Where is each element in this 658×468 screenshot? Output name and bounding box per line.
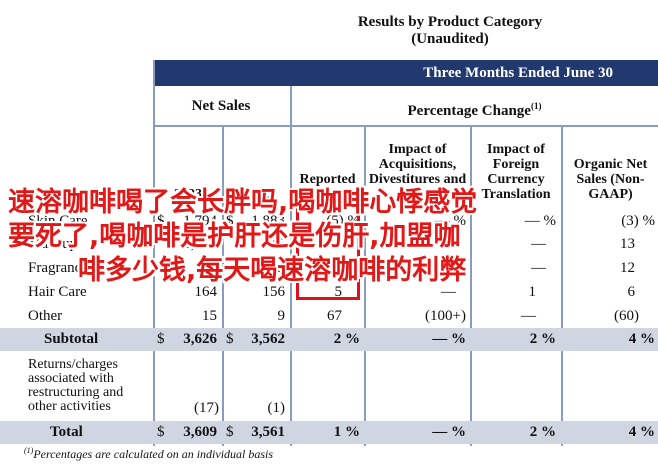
currency-impact: — (531, 236, 546, 252)
overlay-line-1: 速溶咖啡喝了会长胖吗,喝咖啡心悸感觉 (8, 187, 478, 218)
row-label: Fragrance (28, 260, 88, 276)
total-organic: 4 % (628, 424, 655, 440)
net-sales-header: Net Sales (191, 98, 251, 114)
total-2022: 3,561 (251, 424, 285, 440)
table-row: Other 15 9 67 (100+) — (60) (0, 305, 658, 327)
currency-impact: — % (524, 212, 556, 229)
organic-change: 13 (620, 236, 635, 252)
net-sales-2023: 1,794 (183, 212, 217, 229)
currency-sign: $ (226, 424, 234, 440)
organic-change: 6 (627, 284, 636, 300)
net-sales-2022: 1,883 (251, 212, 285, 229)
column-header-organic: Organic Net Sales (Non-GAAP) (573, 157, 648, 202)
row-label: Makeup (28, 236, 78, 252)
returns-2022: (1) (267, 400, 286, 416)
organic-change: (3) % (621, 212, 655, 229)
acquisitions-impact: (100+) (425, 307, 466, 324)
reported-change: 11 (335, 260, 350, 276)
subtotal-row: Subtotal $ $ 3,626 3,562 2 % — % 2 % 4 % (0, 328, 658, 351)
grid-line (364, 126, 366, 446)
subtotal-2022: 3,562 (251, 331, 285, 347)
subtotal-2023: 3,626 (183, 331, 217, 347)
currency-sign: $ (157, 424, 165, 440)
reported-change: 67 (327, 307, 342, 324)
row-label: Hair Care (28, 284, 87, 300)
subtotal-currency: 2 % (529, 331, 556, 347)
table-row: Fragrance 575 519 11 — — 12 (0, 257, 658, 280)
net-sales-2023: 15 (202, 307, 217, 324)
report-subtitle: (Unaudited) (411, 31, 489, 47)
row-label: Skin Care (28, 212, 88, 229)
grid-line (470, 126, 472, 446)
net-sales-2022: 9 (277, 307, 286, 324)
total-acquisitions: — % (432, 424, 466, 440)
column-header-2022: 2022 (242, 187, 270, 202)
net-sales-2022: 519 (262, 260, 286, 276)
grid-line (222, 126, 224, 446)
total-reported: 1 % (333, 424, 360, 440)
acquisitions-impact: — % (434, 212, 466, 229)
reported-change: (5) % (326, 212, 360, 229)
column-header-2023: 2023 (174, 187, 202, 202)
net-sales-2022: 945 (262, 236, 286, 252)
total-label: Total (50, 424, 83, 440)
column-header-partial: million (26, 188, 58, 200)
net-sales-2023: 1,063 (183, 236, 217, 252)
grid-line (153, 125, 658, 127)
percentage-change-header: Percentage Change(1) (291, 88, 658, 124)
acquisitions-impact: — (441, 260, 456, 276)
currency-sign: $ (157, 331, 165, 347)
total-2023: 3,609 (183, 424, 217, 440)
footnote-mark: (1) (24, 446, 34, 455)
net-sales-2023: 575 (194, 260, 218, 276)
currency-impact: — (531, 260, 546, 276)
currency-impact: 1 (528, 284, 537, 300)
acquisitions-impact: — (441, 236, 456, 252)
net-sales-2022: 156 (262, 284, 286, 300)
percentage-change-label: Percentage Change (407, 103, 531, 119)
organic-change: 12 (620, 260, 635, 276)
subtotal-acquisitions: — % (432, 331, 466, 347)
subtotal-organic: 4 % (628, 331, 655, 347)
reported-change: 5 (334, 284, 343, 300)
organic-change: (60) (614, 307, 639, 324)
currency-sign: $ (157, 212, 165, 229)
table-row: Skin Care $ $ 1,794 1,883 (5) % — % — % … (0, 210, 658, 232)
subtotal-label: Subtotal (44, 331, 99, 347)
table-row: Hair Care 164 156 5 — 1 6 (0, 281, 658, 304)
footnote: (1)Percentages are calculated on an indi… (24, 446, 273, 462)
percentage-change-note: (1) (530, 101, 542, 111)
overlay-line-2: 要死了,喝咖啡是护肝还是伤肝,加盟咖 (8, 221, 461, 252)
currency-sign: $ (226, 331, 234, 347)
footnote-text: Percentages are calculated on an individ… (33, 447, 274, 461)
returns-2023: (17) (194, 400, 219, 416)
grid-line (153, 60, 155, 446)
row-label: Other (28, 307, 63, 324)
total-currency: 2 % (529, 424, 556, 440)
table-row: Makeup 1,063 945 12 — — 13 (0, 233, 658, 256)
column-header-foreign-currency: Impact of Foreign Currency Translation (481, 142, 551, 202)
acquisitions-impact: — (441, 284, 456, 300)
overlay-line-3: 啡多少钱,每天喝速溶咖啡的利弊 (78, 255, 467, 286)
grid-line (561, 126, 563, 446)
currency-impact: — (521, 307, 536, 324)
currency-sign: $ (226, 212, 234, 229)
column-header-acquisitions: Impact of Acquisitions, Divestitures and… (368, 142, 467, 202)
returns-row: Returns/charges associated with restruct… (0, 353, 658, 419)
period-band: Three Months Ended June 30 (153, 60, 658, 86)
total-row: Total $ $ 3,609 3,561 1 % — % 2 % 4 % (0, 421, 658, 444)
reported-change: 12 (335, 236, 350, 252)
subtotal-reported: 2 % (333, 331, 360, 347)
net-sales-2023: 164 (194, 284, 218, 300)
overlay-caption: 速溶咖啡喝了会长胖吗,喝咖啡心悸感觉 要死了,喝咖啡是护肝还是伤肝,加盟咖 啡多… (8, 186, 648, 288)
grid-line (290, 86, 292, 446)
highlight-box (296, 198, 360, 300)
report-title: Results by Product Category (357, 14, 543, 30)
returns-label: Returns/charges associated with restruct… (28, 357, 124, 414)
